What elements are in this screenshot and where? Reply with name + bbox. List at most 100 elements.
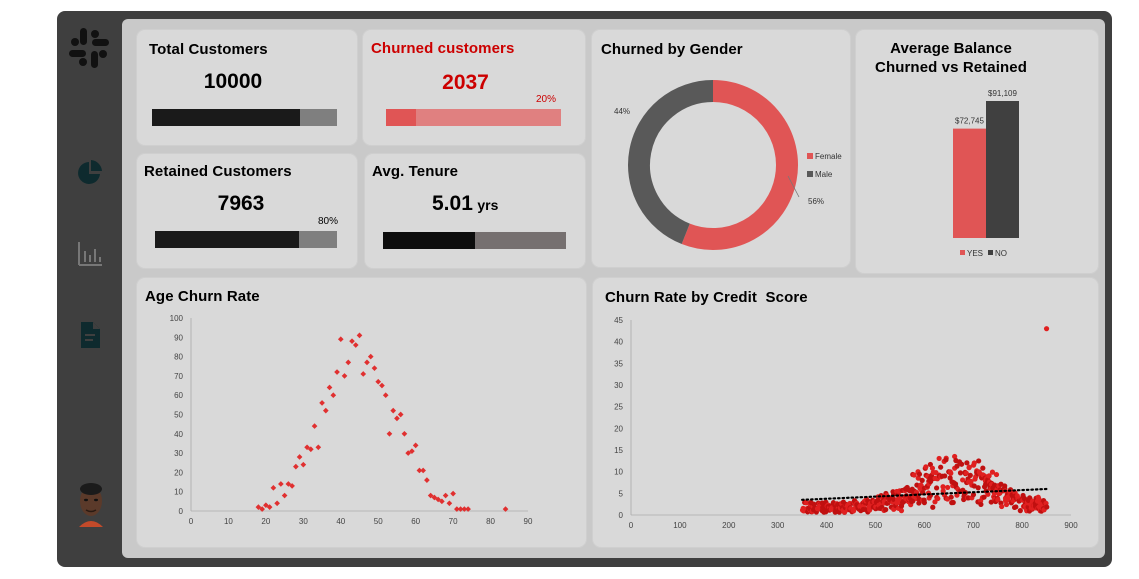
age-data-point xyxy=(367,353,374,360)
sidebar xyxy=(57,11,121,567)
credit-data-point xyxy=(970,492,977,498)
credit-x-tick-label: 800 xyxy=(1015,521,1029,530)
credit-scatter-chart: 0 100 200 300 400 500 600 700 800 900 0 5 10 15 20 25 30… xyxy=(614,316,1078,530)
credit-x-tick-label: 200 xyxy=(722,521,736,530)
credit-data-point xyxy=(950,499,956,506)
credit-data-point xyxy=(948,494,954,500)
age-data-point xyxy=(304,444,310,451)
age-data-point xyxy=(307,446,314,453)
retained-customers-value: 7963 xyxy=(217,192,265,215)
age-data-point xyxy=(416,467,423,474)
credit-data-point xyxy=(960,477,966,483)
credit-data-point xyxy=(933,485,940,491)
credit-data-point xyxy=(980,465,986,471)
age-x-tick-label: 10 xyxy=(224,517,233,526)
credit-data-point xyxy=(935,495,941,502)
avg-tenure-label: Avg. Tenure xyxy=(372,163,459,180)
credit-x-tick-label: 400 xyxy=(820,521,834,530)
document-icon[interactable] xyxy=(75,320,105,350)
age-data-point xyxy=(364,359,370,366)
credit-data-point xyxy=(916,500,922,506)
age-data-point xyxy=(375,378,382,385)
credit-data-point xyxy=(883,507,889,513)
age-data-point xyxy=(334,369,340,375)
age-data-point xyxy=(382,392,389,399)
total-customers-bar-fill xyxy=(152,109,300,126)
credit-data-point xyxy=(898,508,905,514)
credit-data-point xyxy=(963,470,969,476)
age-data-point xyxy=(401,430,408,437)
credit-data-point xyxy=(986,473,992,479)
age-data-point xyxy=(266,504,273,510)
credit-data-point xyxy=(803,500,809,506)
card-total-customers: Total Customers 10000 xyxy=(137,30,357,145)
legend-yes-label: YES xyxy=(967,249,983,258)
balance-value-label-yes: $72,745 xyxy=(955,117,984,126)
credit-data-point xyxy=(976,458,982,464)
credit-data-point xyxy=(911,472,917,478)
slack-logo-icon[interactable] xyxy=(67,26,111,70)
credit-data-point xyxy=(919,477,925,483)
age-x-tick-label: 90 xyxy=(524,517,533,526)
balance-bar-no xyxy=(986,101,1019,238)
balance-title-line-2: Churned vs Retained xyxy=(875,59,1027,76)
age-data-point xyxy=(255,504,262,510)
age-data-point xyxy=(454,506,460,512)
age-data-point xyxy=(337,336,344,343)
age-x-tick-label: 60 xyxy=(411,517,420,526)
credit-data-point xyxy=(1003,501,1010,508)
age-y-tick-label: 50 xyxy=(174,411,183,420)
total-customers-label: Total Customers xyxy=(149,41,268,58)
credit-data-point xyxy=(867,507,873,513)
age-scatter-chart: 0 10 20 30 40 50 60 70 80 90 0 10 20 30 40 50 60 70 80 90 10… xyxy=(170,314,533,526)
age-data-point xyxy=(263,502,269,509)
credit-y-tick-label: 35 xyxy=(614,359,623,368)
age-data-point xyxy=(457,506,464,512)
credit-data-point xyxy=(952,453,958,460)
age-data-point xyxy=(326,384,333,391)
age-data-point xyxy=(450,490,456,497)
credit-trendline xyxy=(801,487,1048,501)
age-data-point xyxy=(270,485,277,491)
age-data-point xyxy=(461,506,468,512)
credit-data-point xyxy=(891,496,897,502)
credit-x-tick-label: 300 xyxy=(771,521,785,530)
legend-male-label: Male xyxy=(815,170,833,179)
age-data-point xyxy=(431,494,438,501)
age-data-point xyxy=(330,392,337,399)
credit-data-point xyxy=(945,484,951,491)
age-y-tick-label: 0 xyxy=(179,507,184,516)
female-leader-line xyxy=(787,175,800,198)
credit-data-point xyxy=(971,483,977,489)
churned-customers-bar-fill xyxy=(386,109,416,126)
credit-data-point xyxy=(959,461,965,467)
bar-chart-icon[interactable] xyxy=(75,239,105,269)
avg-tenure-value: 5.01 xyxy=(432,192,473,215)
age-data-point xyxy=(379,382,385,389)
retained-pct-label: 80% xyxy=(318,216,339,227)
credit-data-point xyxy=(936,455,942,462)
retained-customers-bar xyxy=(155,231,337,248)
age-x-tick-label: 40 xyxy=(336,517,345,526)
credit-data-point xyxy=(836,509,842,515)
age-data-point xyxy=(394,415,400,422)
credit-data-point xyxy=(927,461,933,468)
age-data-point xyxy=(289,483,295,489)
age-y-tick-label: 70 xyxy=(174,372,183,381)
balance-bar-chart: $72,745 $91,109 YES NO xyxy=(953,89,1019,258)
avg-tenure-unit: yrs xyxy=(477,197,499,213)
age-data-point xyxy=(435,496,441,503)
credit-data-point xyxy=(975,485,981,491)
pie-chart-icon[interactable] xyxy=(75,158,105,188)
age-x-tick-label: 20 xyxy=(261,517,270,526)
gender-chart-title: Churned by Gender xyxy=(601,41,743,58)
age-data-point xyxy=(465,506,471,512)
credit-data-point xyxy=(916,471,923,477)
user-avatar[interactable] xyxy=(77,481,105,527)
credit-data-point xyxy=(964,460,970,466)
age-data-point xyxy=(274,500,280,507)
age-data-point xyxy=(322,407,329,414)
credit-data-point xyxy=(999,503,1005,510)
age-data-point xyxy=(446,500,453,507)
card-avg-tenure: Avg. Tenure 5.01 yrs xyxy=(365,154,585,268)
